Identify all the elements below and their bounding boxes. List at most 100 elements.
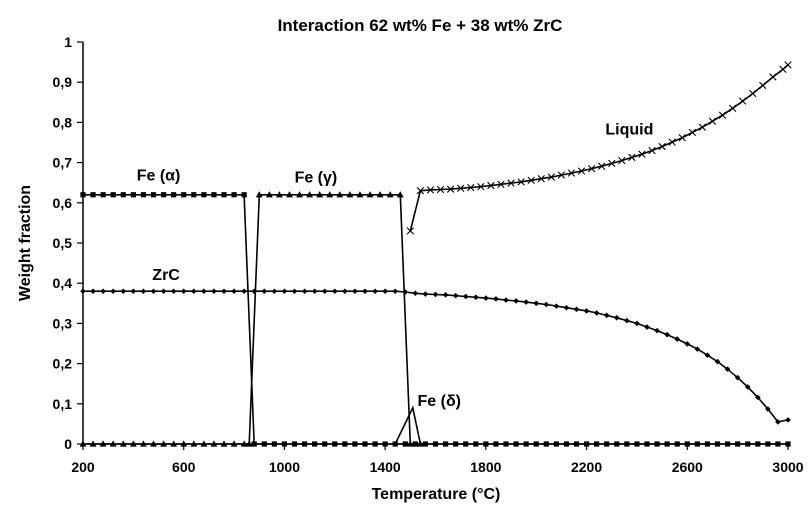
liquid-point — [618, 156, 626, 165]
fe-gamma-point — [150, 440, 157, 447]
fe-alpha-point — [271, 441, 277, 447]
zrc-point — [563, 304, 570, 311]
fe-alpha-point — [573, 441, 580, 447]
zrc-point — [211, 288, 217, 295]
fe-alpha-point — [120, 192, 126, 198]
fe-gamma-point — [336, 191, 344, 198]
fe-gamma-point — [99, 440, 107, 447]
x-tick-label: 200 — [71, 459, 95, 475]
fe-alpha-point — [372, 441, 378, 447]
zrc-point — [472, 294, 479, 301]
fe-alpha-point — [201, 192, 207, 198]
zrc-point — [422, 291, 429, 297]
liquid-point — [507, 179, 515, 187]
zrc-point — [130, 288, 137, 295]
liquid-point — [416, 187, 425, 195]
x-tick-label: 2600 — [672, 459, 703, 475]
y-tick-label: 0,9 — [53, 74, 73, 90]
fe-alpha-point — [735, 441, 741, 447]
zrc-point — [110, 288, 117, 295]
liquid-point — [728, 104, 737, 113]
fe-gamma-point — [89, 440, 97, 447]
fe-alpha-point — [281, 441, 288, 447]
zrc-point — [724, 366, 731, 373]
fe-alpha-point — [301, 441, 308, 447]
fe-alpha-point — [473, 441, 479, 447]
fe-alpha-point — [654, 441, 660, 447]
zrc-point — [664, 331, 670, 338]
zrc-point — [694, 346, 701, 352]
zrc-point — [684, 341, 691, 347]
fe-gamma-label: Fe (γ) — [295, 170, 338, 187]
zrc-point — [785, 417, 791, 423]
x-tick-label: 1800 — [470, 459, 501, 475]
liquid-line — [409, 64, 789, 232]
x-tick-label: 3000 — [772, 459, 803, 475]
zrc-point — [342, 288, 348, 295]
fe-alpha-point — [241, 192, 247, 198]
zrc-point — [170, 288, 177, 295]
liquid-point — [517, 178, 525, 186]
fe-alpha-point — [563, 441, 570, 447]
fe-alpha-point — [684, 441, 690, 447]
fe-alpha-point — [785, 441, 791, 447]
x-tick-label: 1400 — [370, 459, 401, 475]
fe-gamma-point — [170, 440, 178, 447]
fe-alpha-label: Fe (α) — [137, 168, 181, 185]
zrc-point — [392, 288, 399, 295]
zrc-point — [613, 314, 620, 321]
fe-delta-line — [394, 405, 422, 445]
fe-alpha-point — [604, 441, 610, 447]
fe-alpha-point — [724, 441, 731, 447]
fe-gamma-point — [129, 440, 137, 447]
fe-alpha-point — [694, 441, 700, 447]
fe-gamma-point — [396, 191, 404, 198]
fe-alpha-point — [352, 441, 358, 447]
fe-gamma-point — [255, 191, 263, 198]
liquid-point — [708, 117, 717, 125]
y-tick-label: 0,6 — [53, 195, 73, 211]
fe-alpha-point — [251, 441, 257, 447]
y-tick-label: 0,7 — [53, 155, 73, 171]
zrc-point — [402, 289, 409, 295]
zrc-point — [221, 288, 227, 295]
fe-alpha-point — [503, 441, 509, 447]
zrc-point — [251, 288, 258, 295]
fe-gamma-point — [109, 440, 117, 447]
liquid-point — [426, 186, 435, 194]
zrc-point — [543, 301, 550, 308]
fe-alpha-point — [221, 192, 227, 198]
fe-alpha-point — [775, 441, 781, 447]
liquid-point — [537, 174, 545, 183]
fe-gamma-point — [316, 191, 324, 198]
fe-gamma-point — [79, 440, 87, 447]
fe-gamma-point — [245, 440, 253, 447]
zrc-point — [90, 288, 96, 295]
fe-alpha-point — [493, 441, 499, 447]
liquid-point — [648, 146, 656, 155]
fe-alpha-point — [765, 441, 771, 447]
y-tick-label: 1 — [64, 34, 72, 50]
fe-alpha-point — [160, 192, 167, 198]
fe-gamma-point — [119, 440, 127, 447]
zrc-point — [593, 310, 600, 316]
zrc-point — [352, 288, 358, 295]
fe-gamma-point — [326, 191, 334, 198]
fe-alpha-point — [594, 441, 600, 447]
liquid-point — [608, 159, 616, 168]
fe-alpha-point — [100, 192, 106, 198]
fe-alpha-point — [453, 441, 459, 447]
fe-alpha-point — [422, 441, 429, 447]
fe-alpha-point — [674, 441, 680, 447]
liquid-point — [567, 169, 576, 177]
zrc-point — [432, 291, 439, 298]
fe-alpha-point — [181, 192, 187, 198]
fe-gamma-point — [200, 440, 208, 447]
x-axis-label: Temperature (°C) — [372, 486, 501, 503]
fe-alpha-point — [583, 441, 590, 447]
zrc-point — [271, 288, 278, 295]
fe-gamma-point — [386, 191, 394, 198]
fe-gamma-point — [346, 191, 354, 198]
zrc-point — [775, 419, 781, 425]
